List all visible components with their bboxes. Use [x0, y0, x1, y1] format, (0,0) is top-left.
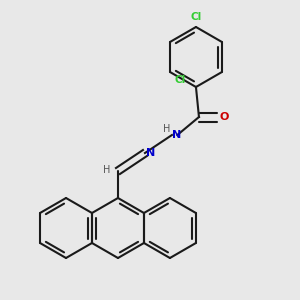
Text: N: N [146, 148, 156, 158]
Text: O: O [219, 112, 229, 122]
Text: N: N [172, 130, 181, 140]
Text: H: H [163, 124, 170, 134]
Text: Cl: Cl [190, 13, 202, 22]
Text: Cl: Cl [175, 75, 186, 85]
Text: H: H [103, 164, 110, 175]
